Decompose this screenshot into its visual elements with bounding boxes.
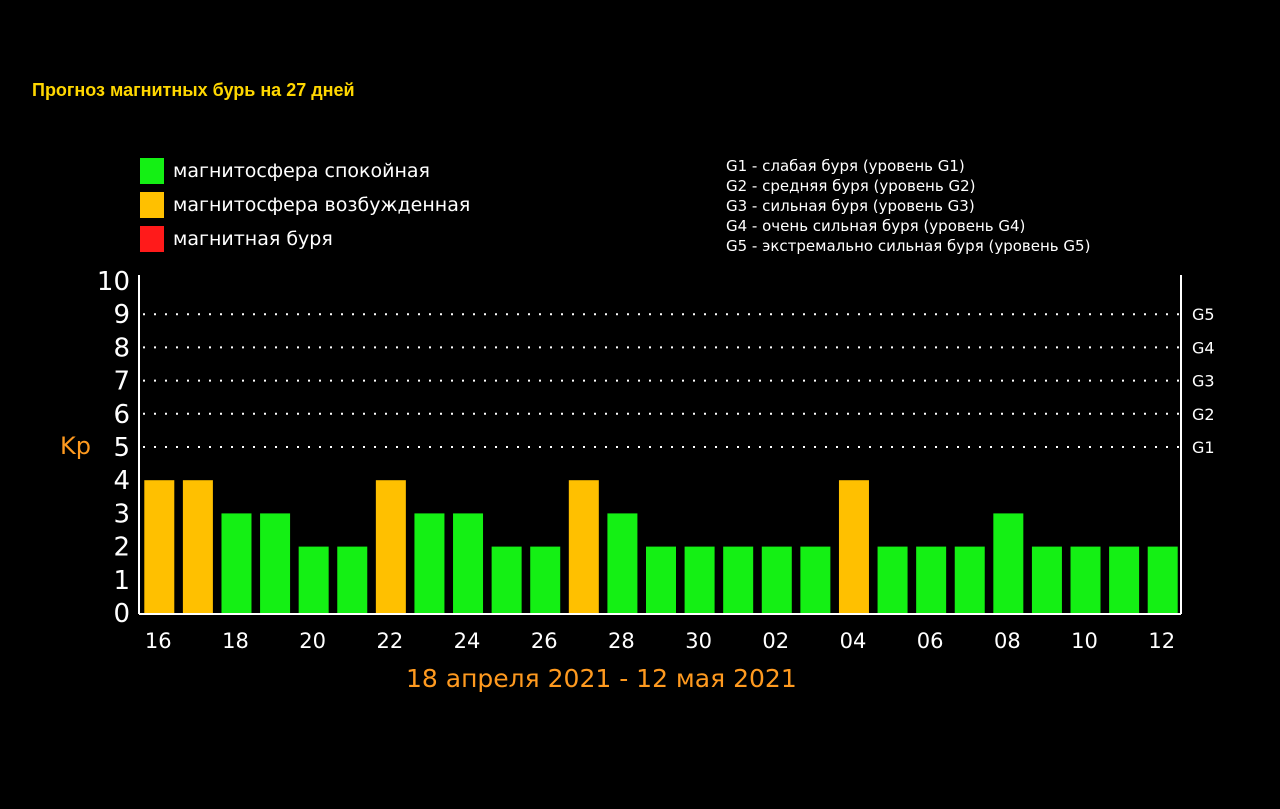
y-tick-label-2: 2 (113, 533, 130, 563)
x-tick-label-20: 20 (299, 629, 326, 653)
bar-10 (1070, 546, 1101, 614)
bar-07 (954, 546, 985, 614)
bar-11 (1109, 546, 1140, 614)
y-tick-label-3: 3 (113, 499, 130, 529)
bar-01 (723, 546, 754, 614)
bar-19 (260, 513, 291, 614)
date-range: 18 апреля 2021 - 12 мая 2021 (406, 664, 797, 693)
g-level-3: G3 - сильная буря (уровень G3) (726, 197, 975, 215)
bar-21 (337, 546, 368, 614)
bar-29 (646, 546, 676, 614)
legend-item-excited: магнитосфера возбужденная (140, 188, 470, 222)
bar-20 (298, 546, 329, 614)
g-level-5: G5 - экстремально сильная буря (уровень … (726, 237, 1091, 255)
legend-label-excited: магнитосфера возбужденная (173, 194, 471, 216)
bar-04 (838, 480, 869, 614)
right-tick-label-G5: G5 (1192, 305, 1215, 324)
x-tick-label-06: 06 (917, 629, 944, 653)
bar-16 (144, 480, 175, 614)
legend-item-storm: магнитная буря (140, 222, 470, 256)
y-tick-label-4: 4 (113, 466, 130, 496)
y-tick-label-0: 0 (113, 599, 130, 629)
right-tick-label-G3: G3 (1192, 372, 1215, 391)
legend-label-storm: магнитная буря (173, 228, 333, 250)
chart-title: Прогноз магнитных бурь на 27 дней (32, 80, 355, 100)
bar-17 (182, 480, 213, 614)
y-tick-label-1: 1 (113, 566, 130, 596)
x-tick-label-18: 18 (222, 629, 249, 653)
bar-02 (761, 546, 792, 614)
bar-12 (1147, 546, 1178, 614)
x-tick-label-28: 28 (608, 629, 635, 653)
x-tick-label-04: 04 (840, 629, 867, 653)
x-tick-label-12: 12 (1148, 629, 1175, 653)
x-tick-label-24: 24 (454, 629, 481, 653)
x-tick-label-16: 16 (145, 629, 172, 653)
legend-swatch-storm (140, 226, 164, 252)
x-tick-label-10: 10 (1071, 629, 1098, 653)
bar-26 (530, 546, 561, 614)
bar-06 (916, 546, 947, 614)
y-tick-label-6: 6 (113, 400, 130, 430)
bar-22 (375, 480, 406, 614)
bar-27 (568, 480, 599, 614)
bar-05 (877, 546, 908, 614)
legend-label-quiet: магнитосфера спокойная (173, 160, 430, 182)
bar-24 (453, 513, 484, 614)
y-tick-label-8: 8 (113, 333, 130, 363)
y-axis-label: Kp (60, 432, 91, 460)
g-level-legend: G1 - слабая буря (уровень G1) G2 - средн… (726, 156, 1090, 256)
bar-08 (993, 513, 1024, 614)
right-tick-label-G4: G4 (1192, 338, 1215, 357)
x-tick-label-02: 02 (762, 629, 789, 653)
y-tick-label-7: 7 (113, 367, 130, 397)
x-tick-label-08: 08 (994, 629, 1021, 653)
x-tick-label-22: 22 (376, 629, 403, 653)
right-tick-label-G2: G2 (1192, 405, 1215, 424)
legend-swatch-excited (140, 192, 164, 218)
y-tick-label-5: 5 (113, 433, 130, 463)
y-tick-label-9: 9 (113, 300, 130, 330)
x-tick-label-30: 30 (685, 629, 712, 653)
bar-09 (1031, 546, 1062, 614)
x-tick-label-26: 26 (531, 629, 558, 653)
bar-25 (491, 546, 522, 614)
legend-swatch-quiet (140, 158, 164, 184)
bar-03 (800, 546, 831, 614)
g-level-4: G4 - очень сильная буря (уровень G4) (726, 217, 1026, 235)
g-level-1: G1 - слабая буря (уровень G1) (726, 157, 965, 175)
right-tick-label-G1: G1 (1192, 438, 1215, 457)
legend-item-quiet: магнитосфера спокойная (140, 154, 470, 188)
bar-18 (221, 513, 252, 614)
bar-23 (414, 513, 445, 614)
legend: магнитосфера спокойная магнитосфера возб… (140, 154, 470, 256)
y-tick-label-10: 10 (97, 267, 130, 297)
bar-30 (684, 546, 715, 614)
bar-28 (607, 513, 638, 614)
g-level-2: G2 - средняя буря (уровень G2) (726, 177, 976, 195)
